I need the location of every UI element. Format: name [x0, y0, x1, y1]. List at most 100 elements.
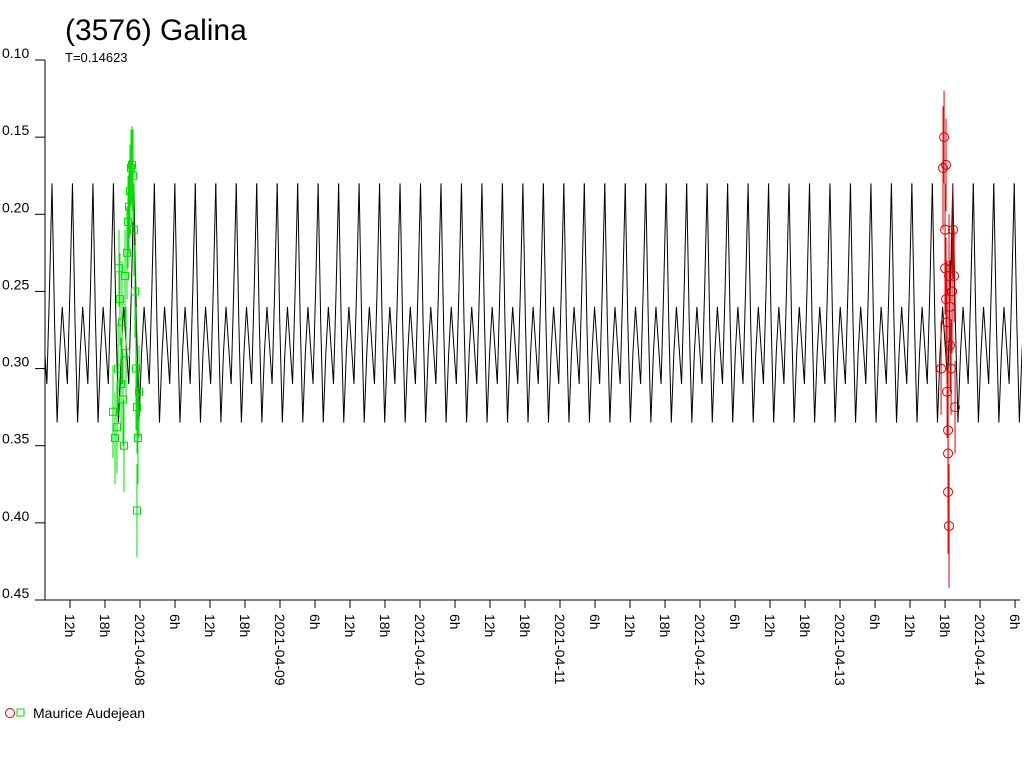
x-tick-label: 12h	[622, 614, 638, 637]
x-tick-label: 18h	[97, 614, 113, 637]
data-point	[121, 349, 130, 358]
model-curve	[747, 183, 770, 423]
x-tick-label: 6h	[167, 614, 183, 630]
data-point	[937, 163, 948, 173]
data-point	[133, 434, 142, 442]
data-point	[111, 434, 120, 442]
model-curve	[379, 183, 401, 423]
x-tick-label: 6h	[727, 614, 743, 630]
model-curve	[338, 183, 360, 423]
model-curve	[706, 183, 729, 423]
model-curve	[993, 183, 1015, 423]
model-curve	[809, 183, 831, 423]
x-tick-label: 2021-04-14	[972, 614, 988, 686]
model-curve	[952, 183, 974, 423]
legend-icon	[16, 708, 25, 717]
x-tick-label: 12h	[342, 614, 358, 637]
model-curve	[256, 183, 278, 423]
data-point	[944, 271, 955, 281]
model-curve	[133, 183, 155, 423]
legend-icon	[5, 708, 15, 718]
x-tick-label: 18h	[377, 614, 393, 637]
data-point	[135, 387, 144, 396]
model-curve	[276, 183, 299, 423]
y-tick-label: 0.40	[2, 508, 29, 524]
y-tick-label: 0.20	[2, 199, 29, 215]
data-point	[946, 363, 957, 374]
model-curve	[194, 183, 217, 423]
data-point	[944, 520, 955, 531]
data-point	[943, 487, 954, 497]
model-curve	[420, 183, 442, 423]
y-tick-label: 0.45	[2, 585, 29, 601]
data-point	[128, 160, 137, 169]
x-tick-label: 12h	[482, 614, 498, 637]
model-curve	[92, 183, 114, 423]
data-point	[121, 272, 130, 280]
plot-area	[45, 90, 1022, 588]
x-tick-label: 12h	[902, 614, 918, 637]
x-tick-label: 18h	[657, 614, 673, 637]
model-curve	[890, 183, 913, 423]
data-point	[947, 286, 958, 297]
x-tick-label: 18h	[797, 614, 813, 637]
y-tick-label: 0.25	[2, 276, 29, 292]
data-point	[124, 218, 133, 226]
data-point	[119, 441, 128, 450]
model-curve	[563, 183, 585, 423]
model-curve	[317, 183, 340, 423]
x-tick-label: 2021-04-09	[272, 614, 288, 686]
x-tick-label: 6h	[447, 614, 463, 630]
model-curve	[215, 183, 237, 423]
data-point	[112, 423, 121, 432]
model-curve	[51, 183, 73, 423]
model-curve	[972, 183, 995, 423]
x-tick-label: 18h	[937, 614, 953, 637]
data-point	[128, 171, 137, 180]
data-point	[129, 225, 138, 234]
model-curve	[112, 183, 135, 423]
model-curve	[153, 183, 176, 423]
y-tick-label: 0.15	[2, 122, 29, 138]
model-curve	[235, 183, 258, 423]
x-tick-label: 2021-04-11	[552, 614, 568, 685]
y-tick-label: 0.30	[2, 354, 29, 370]
model-curve	[768, 183, 790, 423]
model-curve	[1013, 183, 1022, 423]
data-point	[949, 271, 960, 281]
legend-label: Maurice Audejean	[33, 705, 145, 721]
data-point	[942, 386, 953, 397]
y-tick-label: 0.35	[2, 431, 29, 447]
data-point	[132, 506, 141, 515]
x-tick-label: 12h	[762, 614, 778, 637]
model-curve	[45, 183, 53, 385]
x-tick-label: 18h	[237, 614, 253, 637]
data-point	[950, 402, 961, 413]
data-point	[939, 132, 950, 143]
x-tick-label: 6h	[1007, 614, 1023, 630]
data-point	[131, 287, 140, 296]
x-tick-label: 2021-04-13	[832, 614, 848, 686]
x-tick-label: 6h	[867, 614, 883, 630]
chart-title: (3576) Galina	[65, 14, 247, 47]
data-point	[944, 340, 955, 351]
model-curve	[399, 183, 422, 423]
model-curve	[542, 183, 565, 423]
model-curve	[501, 183, 524, 423]
data-point	[132, 403, 141, 412]
model-curve	[440, 183, 462, 423]
model-curve	[297, 183, 319, 423]
model-curve	[788, 183, 811, 423]
model-curve	[604, 183, 626, 423]
model-curve	[624, 183, 647, 423]
x-tick-label: 12h	[62, 614, 78, 637]
model-curve	[358, 183, 381, 423]
data-point	[941, 159, 952, 170]
chart-subtitle: T=0.14623	[65, 50, 128, 65]
model-curve	[727, 183, 749, 423]
data-point	[122, 248, 131, 257]
model-curve	[174, 183, 196, 423]
data-point	[115, 295, 124, 304]
model-curve	[522, 183, 544, 423]
x-tick-label: 2021-04-12	[692, 614, 708, 686]
